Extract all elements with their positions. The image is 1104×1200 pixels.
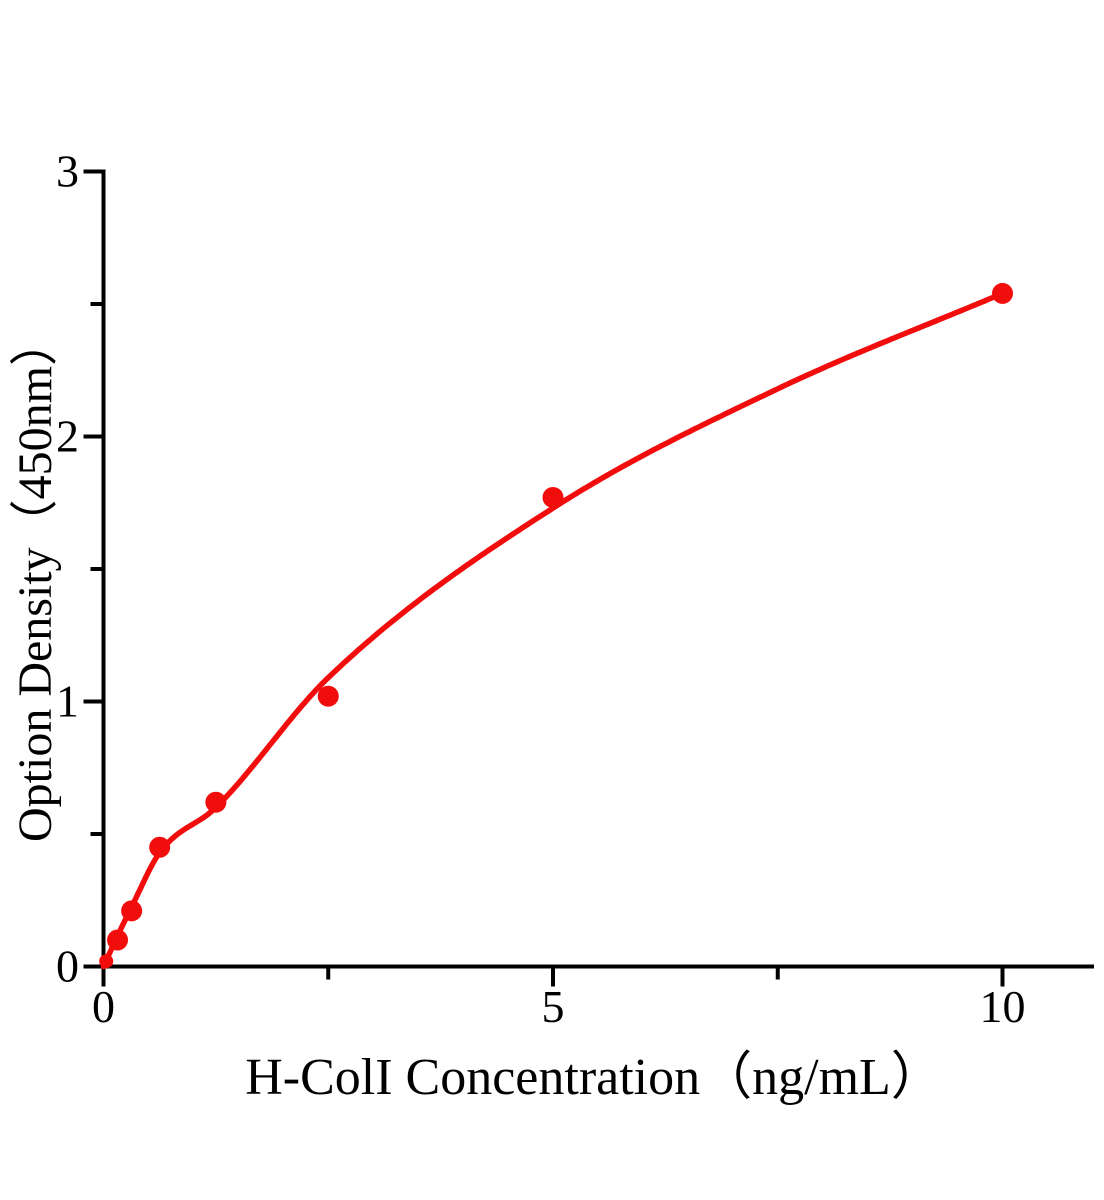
fit-curve-line	[100, 290, 1006, 970]
y-axis-title: Option Density（450nm）	[9, 318, 62, 842]
y-tick-label: 0	[56, 941, 79, 992]
data-point	[317, 685, 339, 707]
x-axis-title: H-ColI Concentration（ng/mL）	[245, 1049, 943, 1106]
data-point	[542, 486, 564, 508]
y-tick-label: 1	[56, 676, 79, 727]
x-tick-label: 10	[980, 981, 1026, 1032]
data-point	[205, 791, 227, 813]
x-tick-label: 0	[92, 981, 115, 1032]
data-point	[992, 282, 1013, 304]
y-tick-label: 3	[56, 146, 79, 197]
data-point	[121, 900, 143, 922]
data-point	[107, 929, 129, 951]
x-tick-label: 5	[542, 981, 565, 1032]
y-tick-label: 2	[56, 411, 79, 462]
data-point	[99, 954, 114, 969]
data-point	[149, 836, 171, 858]
